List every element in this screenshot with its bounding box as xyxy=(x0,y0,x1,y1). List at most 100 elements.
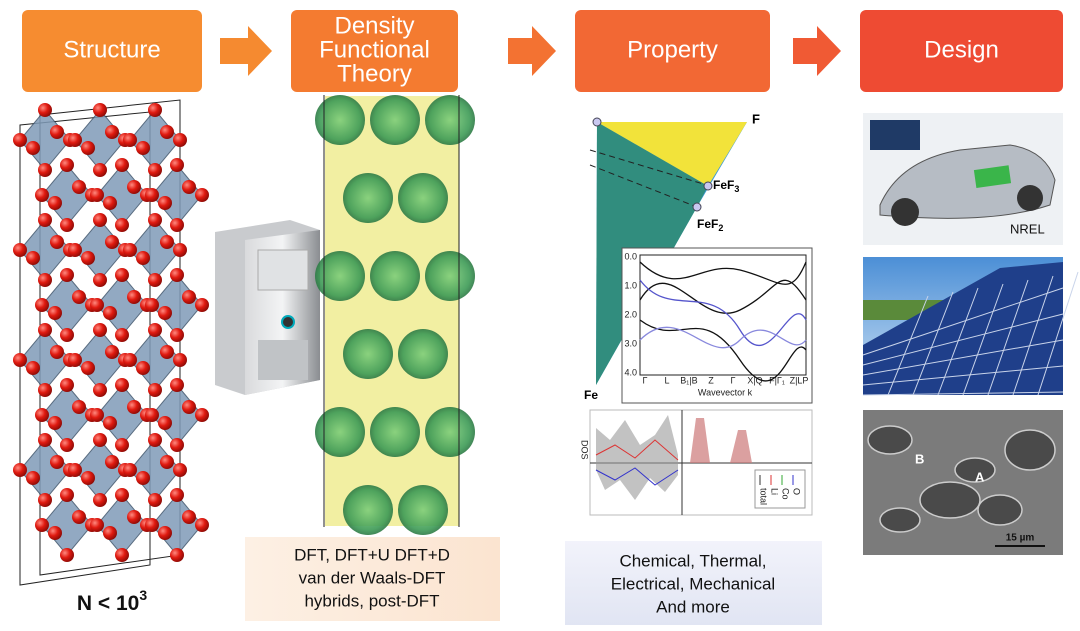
oxygen-atom xyxy=(50,455,64,469)
sem-image: B A 15 µm xyxy=(863,410,1063,555)
oxygen-atom xyxy=(60,488,74,502)
step-box xyxy=(860,10,1063,92)
oxygen-atom xyxy=(173,463,187,477)
arrow xyxy=(508,26,556,76)
sem-label: A xyxy=(975,469,985,484)
panel-line xyxy=(987,279,1029,396)
phase-label: FeF2 xyxy=(697,217,723,233)
phase-label: FeF xyxy=(713,178,734,192)
y-tick-label: 0.0 xyxy=(624,251,637,261)
density-sphere xyxy=(425,95,475,145)
oxygen-atom xyxy=(182,180,196,194)
oxygen-atom xyxy=(145,298,159,312)
oxygen-atom xyxy=(103,526,117,540)
arrow xyxy=(220,26,272,76)
oxygen-atom xyxy=(90,518,104,532)
car-body xyxy=(879,144,1056,219)
panel-line xyxy=(962,283,1004,396)
oxygen-atom xyxy=(35,188,49,202)
step-box xyxy=(575,10,770,92)
power-button xyxy=(281,315,295,329)
oxygen-atom xyxy=(93,163,107,177)
density-sphere xyxy=(425,407,475,457)
oxygen-atom xyxy=(81,141,95,155)
oxygen-atom xyxy=(60,378,74,392)
phase-point xyxy=(703,181,713,191)
dos-plot: DOS total Li Co O xyxy=(580,409,813,516)
legend-label: O xyxy=(792,488,802,495)
density-sphere xyxy=(370,407,420,457)
panel-line xyxy=(862,391,1064,396)
phase-region xyxy=(597,122,747,186)
x-tick-label: B₁|B xyxy=(680,375,697,385)
band-curve xyxy=(639,279,807,347)
oxygen-atom xyxy=(170,328,184,342)
oxygen-atom xyxy=(123,463,137,477)
step-box xyxy=(22,10,202,92)
phase-point xyxy=(692,202,702,212)
oxygen-atom xyxy=(158,526,172,540)
solar-image xyxy=(862,257,1079,396)
panel-line xyxy=(862,365,1064,386)
car-image: NREL xyxy=(863,113,1063,245)
axis-label: DOS xyxy=(580,440,590,460)
oxygen-atom xyxy=(105,125,119,139)
property-line: Chemical, Thermal, xyxy=(619,551,766,570)
oxygen-atom xyxy=(105,345,119,359)
oxygen-atom xyxy=(60,548,74,562)
oxygen-atom xyxy=(160,455,174,469)
oxygen-atom xyxy=(72,290,86,304)
method-line: van der Waals-DFT xyxy=(299,568,446,587)
arrow xyxy=(793,26,841,76)
path-line xyxy=(589,149,711,187)
density-sphere xyxy=(398,173,448,223)
legend-label: Li xyxy=(770,488,780,495)
oxygen-atom xyxy=(13,353,27,367)
oxygen-atom xyxy=(68,463,82,477)
credit: NREL xyxy=(1010,221,1045,236)
step-label: Density xyxy=(334,12,414,39)
oxygen-atom xyxy=(38,273,52,287)
density-sphere xyxy=(343,329,393,379)
oxygen-atom xyxy=(115,158,129,172)
oxygen-atom xyxy=(127,510,141,524)
oxygen-atom xyxy=(105,455,119,469)
oxygen-atom xyxy=(148,323,162,337)
legend-label: Co xyxy=(781,488,791,500)
y-tick-label: 1.0 xyxy=(624,280,637,290)
dos-line xyxy=(595,439,679,461)
superscript: 3 xyxy=(139,587,147,603)
path-line xyxy=(589,164,698,208)
oxygen-atom xyxy=(127,180,141,194)
oxygen-atom xyxy=(160,235,174,249)
density-sphere xyxy=(315,251,365,301)
grain xyxy=(1004,429,1056,471)
oxygen-atom xyxy=(158,416,172,430)
oxygen-atom xyxy=(182,400,196,414)
oxygen-atom xyxy=(145,408,159,422)
oxygen-atom xyxy=(170,378,184,392)
grain xyxy=(867,425,913,455)
oxygen-atom xyxy=(60,158,74,172)
plot-frame xyxy=(639,254,807,376)
oxygen-atom xyxy=(127,400,141,414)
oxygen-atom xyxy=(38,323,52,337)
oxygen-atom xyxy=(123,353,137,367)
oxygen-atom xyxy=(115,328,129,342)
oxygen-atom xyxy=(170,438,184,452)
phase-label: F xyxy=(752,111,760,126)
wheel xyxy=(1017,185,1043,211)
charge-density xyxy=(315,95,475,535)
inset-table xyxy=(870,120,920,150)
oxygen-atom xyxy=(103,306,117,320)
oxygen-atom xyxy=(173,133,187,147)
density-sphere xyxy=(425,251,475,301)
scale-label: 15 µm xyxy=(1006,533,1035,544)
oxygen-atom xyxy=(170,268,184,282)
oxygen-atom xyxy=(35,298,49,312)
step-label: Property xyxy=(627,36,718,63)
oxygen-atom xyxy=(136,251,150,265)
density-sphere xyxy=(343,485,393,535)
panel-line xyxy=(1012,275,1054,396)
